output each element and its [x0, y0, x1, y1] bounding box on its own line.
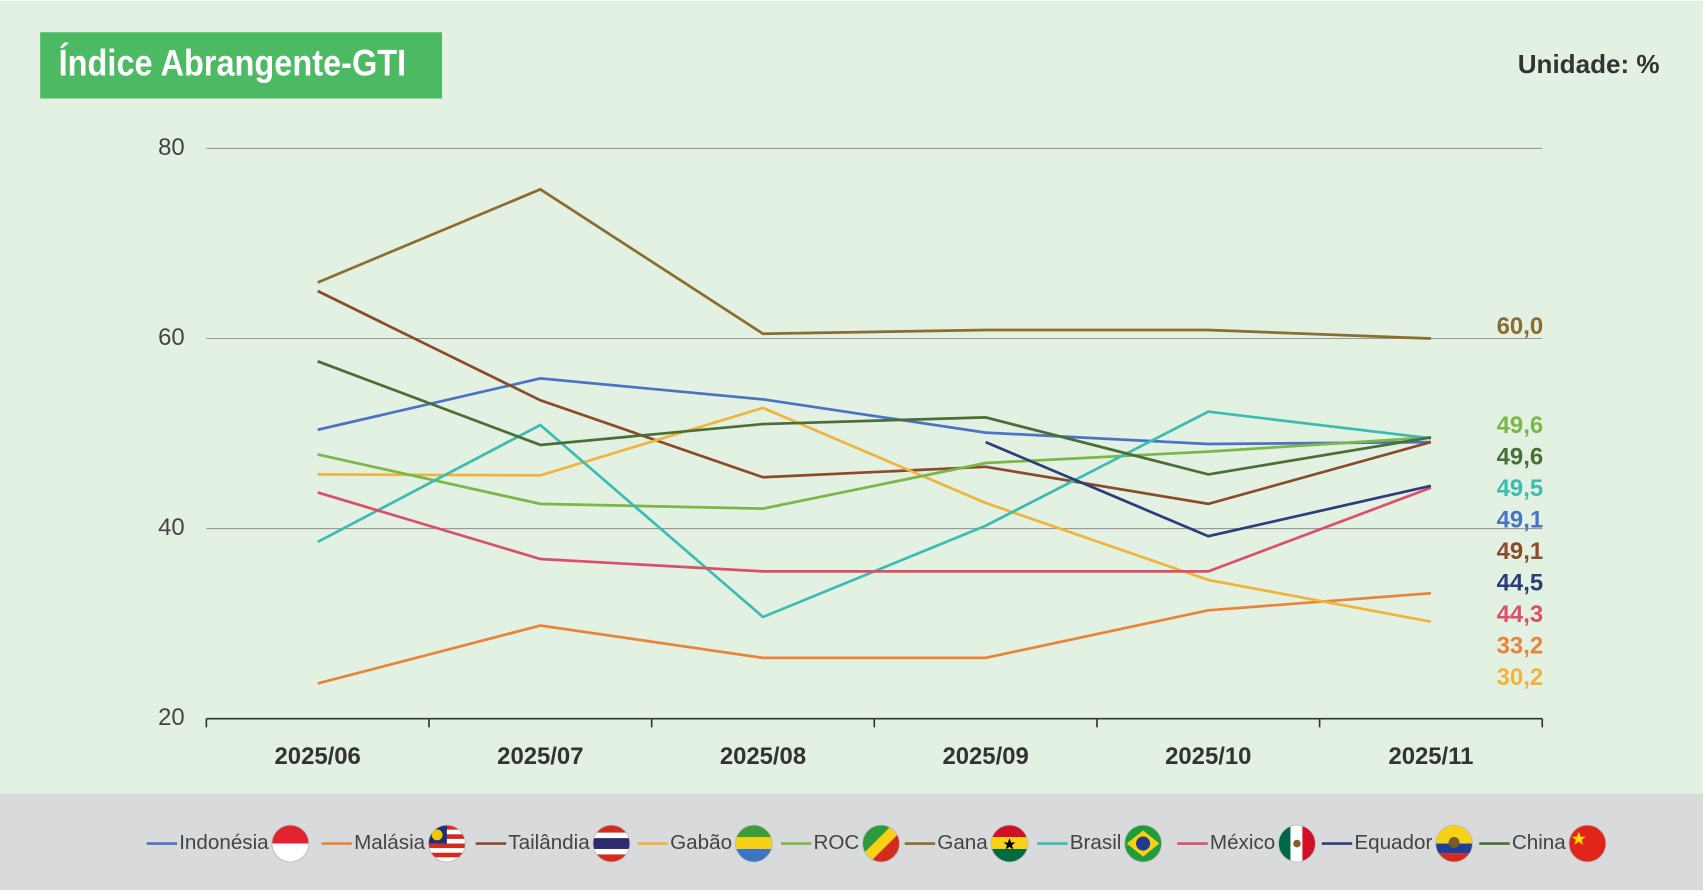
x-tick-label: 2025/09: [942, 743, 1028, 770]
series-line: [317, 486, 1432, 573]
value-label: 30,2: [1497, 664, 1543, 691]
flag-outline: [271, 824, 310, 863]
legend-label: Brasil: [1070, 831, 1122, 854]
flag: [735, 848, 773, 863]
flag: [1278, 825, 1292, 863]
flag-outline: [592, 824, 631, 863]
flag: [1435, 825, 1473, 844]
flag: [428, 848, 466, 853]
flag: [428, 852, 466, 858]
flag: [1302, 825, 1316, 863]
legend-flag: [1124, 825, 1162, 863]
value-label: 49,5: [1497, 475, 1543, 502]
x-tick-label: 2025/10: [1165, 743, 1251, 770]
legend-flag: [592, 825, 630, 863]
flag-outline: [1435, 824, 1473, 863]
value-label: 49,6: [1497, 412, 1543, 439]
flag: [592, 825, 630, 833]
title-box: [40, 32, 443, 99]
flag: [991, 848, 1028, 863]
y-tick-label: 40: [158, 514, 185, 541]
x-tick-label: 2025/06: [275, 743, 361, 770]
legend-label: Tailândia: [508, 831, 590, 854]
flag-outline: [1124, 824, 1163, 863]
y-tick-label: 60: [158, 324, 185, 351]
flag: [1435, 843, 1473, 854]
flag: [1003, 838, 1016, 850]
series-line: [317, 187, 1431, 340]
legend-label: Gabão: [670, 831, 732, 854]
chart-title: Índice Abrangente-GTI: [59, 43, 407, 84]
legend-flag: [991, 825, 1028, 863]
flag: [271, 843, 309, 863]
flag: [735, 837, 773, 851]
y-tick-label: 80: [158, 134, 185, 161]
flag: [428, 857, 466, 863]
flag: [592, 838, 630, 849]
flag: [431, 829, 443, 841]
legend-label: Gana: [937, 831, 988, 854]
flag: [1448, 837, 1460, 848]
legend-label: México: [1210, 831, 1275, 854]
flag: [1571, 831, 1586, 845]
series-line: [317, 591, 1432, 685]
legend-label: Equador: [1354, 831, 1432, 854]
x-tick-label: 2025/08: [720, 743, 806, 770]
legend-flag: [1278, 825, 1316, 863]
value-label: 49,1: [1497, 506, 1543, 533]
flag: [592, 832, 630, 839]
value-label: 60,0: [1497, 313, 1543, 340]
legend-flag: [428, 825, 466, 863]
legend-label: Malásia: [354, 831, 426, 854]
legend-flag: [862, 825, 900, 863]
flag: [1435, 853, 1473, 863]
flag: [991, 825, 1028, 839]
legend-flag: [735, 825, 773, 863]
value-label: 44,5: [1497, 569, 1543, 596]
legend-label: Indonésia: [179, 831, 269, 854]
flag-outline: [990, 824, 1029, 863]
x-tick-label: 2025/07: [497, 743, 583, 770]
y-tick-label: 20: [158, 704, 185, 731]
flag-outline: [1568, 824, 1607, 863]
value-label: 44,3: [1497, 601, 1543, 628]
series-line: [317, 435, 1432, 510]
series-line: [317, 360, 1432, 476]
series-line: [985, 440, 1432, 538]
flag: [271, 825, 309, 844]
flag: [1136, 836, 1151, 851]
flag: [592, 854, 630, 863]
x-tick-label: 2025/11: [1388, 743, 1473, 770]
series-line: [317, 289, 1432, 506]
unit-label: Unidade: %: [1518, 49, 1660, 79]
value-label: 33,2: [1497, 632, 1543, 659]
series-line: [317, 406, 1432, 624]
legend-label: China: [1512, 831, 1566, 854]
flag: [735, 825, 773, 839]
flag-outline: [1278, 824, 1316, 863]
flag: [1293, 839, 1301, 848]
value-label: 49,1: [1497, 538, 1543, 565]
series-line: [317, 377, 1431, 446]
value-label: 49,6: [1497, 443, 1543, 470]
flag: [592, 848, 630, 855]
legend-label: ROC: [813, 831, 859, 854]
legend-flag: [271, 825, 309, 863]
plot-background: [0, 0, 1703, 794]
flag-outline: [862, 824, 900, 863]
flag-outline: [734, 824, 773, 863]
flag: [428, 843, 466, 849]
flag-outline: [427, 824, 466, 863]
flag: [862, 825, 892, 855]
legend-flag: [1568, 825, 1606, 863]
flag: [870, 832, 900, 863]
legend-flag: [1435, 825, 1473, 863]
